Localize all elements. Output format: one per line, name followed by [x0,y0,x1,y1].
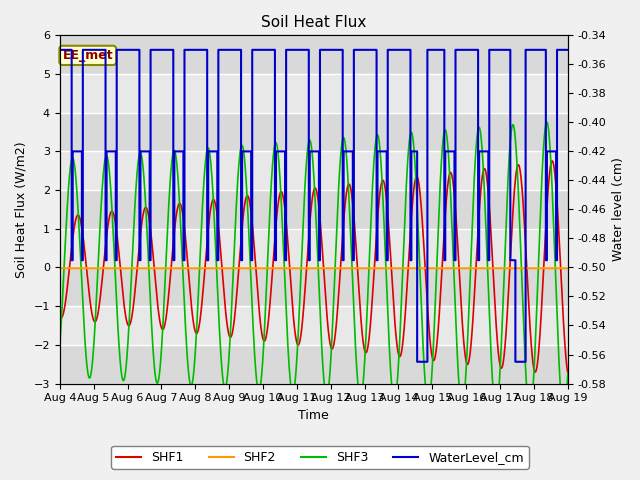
SHF1 [399,336,407,342]
SHF2 [456,265,464,271]
WaterLevel_cm [563,47,571,53]
SHF3 [399,256,407,262]
SHF2 [56,265,63,271]
Bar [60,229,568,267]
SHF3 [147,312,155,318]
SHF3 [543,119,550,125]
SHF1 [147,231,155,237]
SHF1 [563,367,571,372]
SHF3 [560,411,568,417]
SHF1 [56,313,63,319]
SHF3 [428,380,435,385]
Bar [60,345,568,384]
SHF1 [456,284,464,289]
WaterLevel_cm [294,47,302,53]
Title: Soil Heat Flux: Soil Heat Flux [261,15,367,30]
SHF1 [564,370,572,376]
Bar [60,267,568,306]
SHF3 [564,370,572,376]
Line: WaterLevel_cm: WaterLevel_cm [60,50,568,362]
Bar [60,113,568,151]
Y-axis label: Water level (cm): Water level (cm) [612,157,625,262]
SHF2 [294,265,302,271]
WaterLevel_cm [399,47,407,53]
Legend: SHF1, SHF2, SHF3, WaterLevel_cm: SHF1, SHF2, SHF3, WaterLevel_cm [111,446,529,469]
X-axis label: Time: Time [298,409,329,422]
WaterLevel_cm [428,47,435,53]
Bar [60,151,568,190]
WaterLevel_cm [456,47,464,53]
Y-axis label: Soil Heat Flux (W/m2): Soil Heat Flux (W/m2) [15,141,28,278]
Line: SHF1: SHF1 [60,161,568,373]
Bar [60,306,568,345]
SHF3 [294,326,302,332]
SHF3 [56,342,63,348]
WaterLevel_cm [56,47,63,53]
SHF2 [563,265,571,271]
SHF1 [428,349,435,355]
WaterLevel_cm [147,47,155,53]
SHF2 [399,265,407,271]
Bar [60,36,568,74]
Bar [60,190,568,229]
SHF2 [147,265,155,271]
SHF3 [564,379,572,384]
SHF3 [456,394,464,400]
SHF2 [428,265,435,271]
SHF1 [548,158,556,164]
Text: EE_met: EE_met [63,49,113,62]
WaterLevel_cm [564,47,572,53]
Bar [60,74,568,113]
SHF1 [294,342,302,348]
WaterLevel_cm [413,359,421,365]
Line: SHF3: SHF3 [60,122,568,414]
SHF2 [564,265,572,271]
